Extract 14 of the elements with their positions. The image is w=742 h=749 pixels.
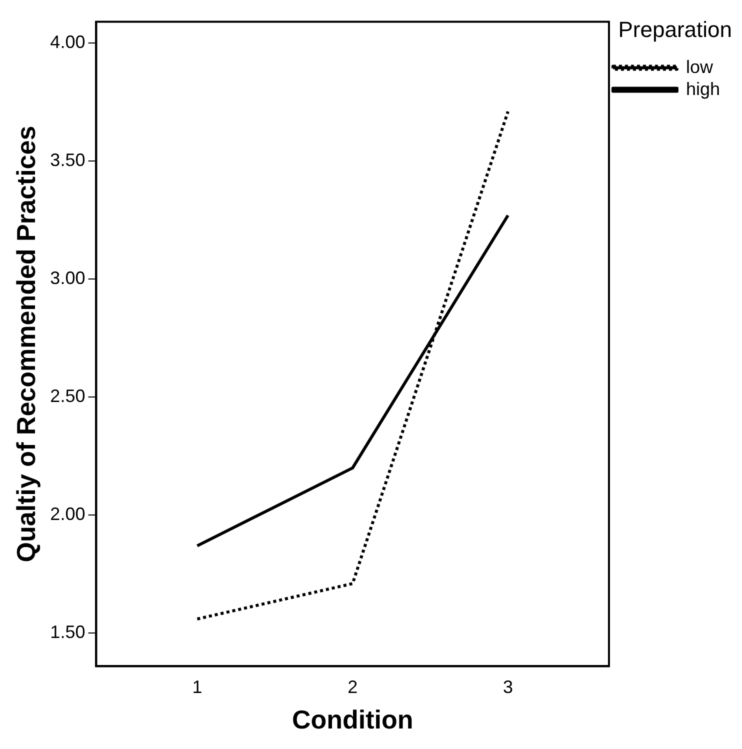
x-tick-label: 1 [192, 676, 202, 697]
y-tick-label: 2.00 [50, 504, 86, 524]
x-tick-label: 2 [348, 676, 358, 697]
y-tick-label: 3.50 [50, 150, 86, 170]
y-tick-label: 1.50 [50, 622, 86, 642]
y-tick-label: 3.00 [50, 268, 86, 288]
legend-title: Preparation [618, 17, 732, 42]
legend-label: high [686, 78, 720, 99]
y-axis-title: Qualtiy of Recommended Practices [10, 126, 41, 562]
x-axis-title: Condition [292, 704, 414, 735]
y-tick-label: 2.50 [50, 386, 86, 406]
y-tick-label: 4.00 [50, 32, 86, 52]
x-tick-label: 3 [502, 676, 513, 697]
legend-label: low [686, 56, 714, 77]
